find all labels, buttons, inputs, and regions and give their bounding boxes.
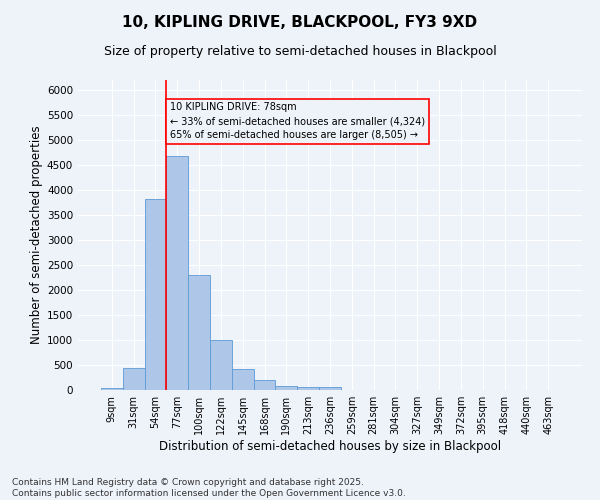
Bar bbox=[101, 388, 123, 390]
Bar bbox=[297, 386, 319, 390]
Bar bbox=[166, 156, 188, 390]
Bar bbox=[123, 368, 145, 390]
X-axis label: Distribution of semi-detached houses by size in Blackpool: Distribution of semi-detached houses by … bbox=[159, 440, 501, 453]
Text: Contains HM Land Registry data © Crown copyright and database right 2025.
Contai: Contains HM Land Registry data © Crown c… bbox=[12, 478, 406, 498]
Bar bbox=[145, 199, 166, 390]
Bar bbox=[275, 386, 297, 390]
Text: 10, KIPLING DRIVE, BLACKPOOL, FY3 9XD: 10, KIPLING DRIVE, BLACKPOOL, FY3 9XD bbox=[122, 15, 478, 30]
Bar bbox=[254, 380, 275, 390]
Text: 10 KIPLING DRIVE: 78sqm
← 33% of semi-detached houses are smaller (4,324)
65% of: 10 KIPLING DRIVE: 78sqm ← 33% of semi-de… bbox=[170, 102, 425, 141]
Text: Size of property relative to semi-detached houses in Blackpool: Size of property relative to semi-detach… bbox=[104, 45, 496, 58]
Bar bbox=[232, 369, 254, 390]
Bar bbox=[210, 340, 232, 390]
Y-axis label: Number of semi-detached properties: Number of semi-detached properties bbox=[30, 126, 43, 344]
Bar bbox=[188, 274, 210, 390]
Bar bbox=[319, 387, 341, 390]
